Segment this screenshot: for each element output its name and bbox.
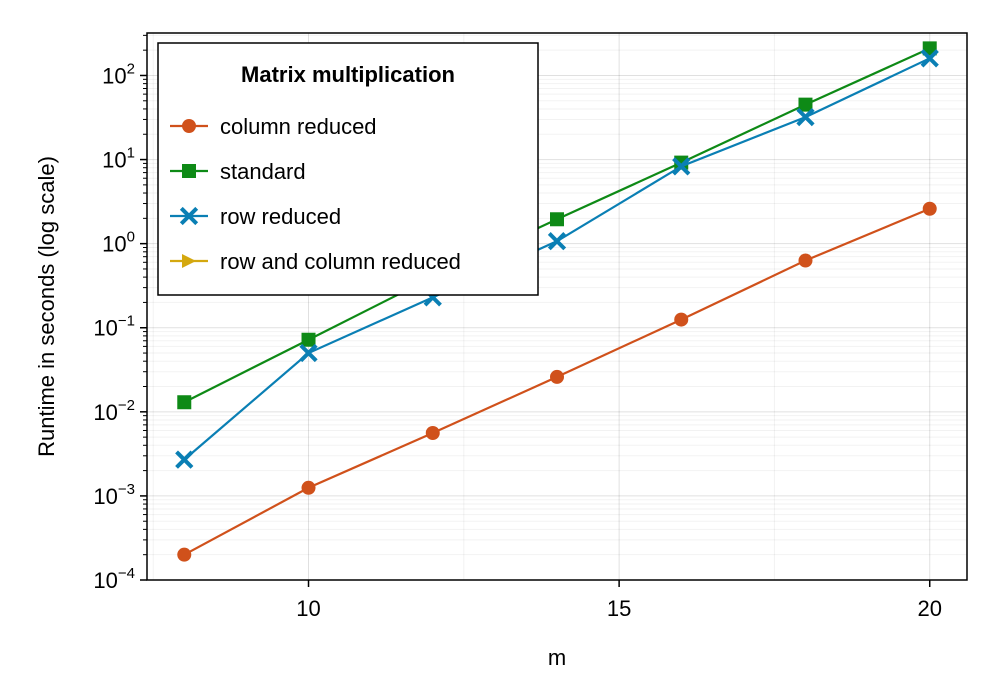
legend-entry: row reduced [170,204,341,229]
y-tick-label: 10−2 [93,397,135,425]
legend-title: Matrix multiplication [241,62,455,87]
series-standard [177,41,937,410]
data-point [922,41,937,56]
y-tick-label: 102 [102,60,135,88]
data-point [796,107,815,127]
data-point [547,232,567,251]
legend-marker [182,119,196,133]
plot-frame [146,32,968,581]
data-point [922,201,937,216]
x-tick-label: 20 [917,596,941,621]
data-point [177,395,192,410]
x-tick-label: 15 [607,596,631,621]
legend-marker [182,164,196,178]
data-point [550,212,564,227]
x-axis-title: m [548,645,566,670]
data-point [301,480,316,495]
legend-marker [182,254,196,268]
y-tick-label: 10−3 [93,481,135,509]
legend-entry: column reduced [170,114,377,139]
series-layer [175,41,939,562]
y-tick-label: 10−4 [93,565,135,593]
x-tick-label: 10 [296,596,320,621]
legend-entries: column reduced standard row reduced row and… [170,114,461,274]
legend-label: row reduced [220,204,341,229]
data-point [299,343,318,363]
data-point [674,312,689,327]
axis-ticks: 10 15 20 10−4 10−3 10−2 10−1 100 101 102 [93,34,942,621]
data-point [798,253,813,268]
data-point [672,157,691,176]
data-point [920,49,939,68]
legend-entry: standard [170,159,306,184]
data-point [550,369,564,384]
data-point [175,450,194,469]
legend-label: column reduced [220,114,377,139]
legend-box [157,42,539,296]
y-tick-label: 101 [102,145,135,173]
data-point [301,332,316,347]
y-axis-title: Runtime in seconds (log scale) [34,156,59,457]
data-point [177,547,192,562]
y-tick-label: 10−1 [93,313,135,341]
legend: Matrix multiplication column reduced stan… [157,42,539,296]
data-point [798,97,813,112]
series-row-reduced [175,49,939,469]
data-point [425,425,440,440]
series-column-reduced [177,201,937,562]
y-tick-label: 100 [102,229,135,257]
legend-label: row and column reduced [220,249,461,274]
legend-marker [179,206,199,226]
legend-entry: row and column reduced [170,249,461,274]
legend-label: standard [220,159,306,184]
